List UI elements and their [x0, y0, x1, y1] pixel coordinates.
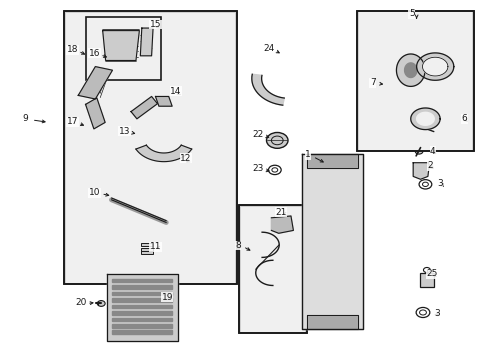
Text: 12: 12: [180, 154, 191, 163]
Text: 22: 22: [252, 130, 264, 139]
Bar: [141, 251, 152, 254]
Text: 11: 11: [149, 242, 161, 251]
Text: 17: 17: [66, 117, 78, 126]
Polygon shape: [412, 163, 428, 179]
Text: 10: 10: [88, 188, 100, 197]
Text: 9: 9: [22, 114, 28, 123]
Text: 24: 24: [263, 44, 274, 53]
Polygon shape: [306, 315, 358, 329]
Text: 6: 6: [461, 114, 467, 123]
Bar: [356, 11, 473, 151]
Text: 4: 4: [429, 147, 435, 156]
Bar: [238, 205, 306, 333]
Text: 20: 20: [75, 298, 86, 307]
Polygon shape: [271, 216, 293, 233]
Text: 19: 19: [161, 292, 173, 302]
Text: 21: 21: [275, 208, 286, 217]
Polygon shape: [306, 154, 358, 168]
Text: 2: 2: [427, 161, 432, 170]
Text: 15: 15: [149, 20, 161, 29]
Polygon shape: [85, 98, 105, 129]
Circle shape: [97, 301, 105, 306]
Bar: [66, 13, 234, 283]
Polygon shape: [112, 285, 171, 289]
Polygon shape: [112, 318, 171, 321]
Polygon shape: [410, 108, 439, 130]
Polygon shape: [251, 74, 284, 105]
Polygon shape: [396, 54, 424, 86]
Text: 7: 7: [369, 78, 375, 87]
Polygon shape: [131, 96, 157, 119]
Bar: [85, 17, 161, 80]
Bar: [63, 11, 237, 284]
Bar: [240, 207, 305, 332]
Polygon shape: [112, 298, 171, 302]
Circle shape: [414, 148, 422, 154]
Polygon shape: [112, 311, 171, 315]
Text: 18: 18: [66, 45, 78, 54]
Text: 23: 23: [251, 164, 263, 173]
Polygon shape: [112, 330, 171, 334]
Bar: [141, 248, 152, 251]
Polygon shape: [106, 274, 177, 341]
Text: 3: 3: [436, 179, 442, 188]
Polygon shape: [112, 324, 171, 328]
Polygon shape: [78, 67, 112, 99]
Polygon shape: [112, 279, 171, 282]
Polygon shape: [136, 145, 191, 162]
Polygon shape: [102, 31, 139, 60]
Polygon shape: [416, 53, 453, 80]
Bar: [358, 12, 471, 150]
Bar: [63, 11, 237, 284]
Polygon shape: [112, 292, 171, 295]
Text: 14: 14: [170, 86, 182, 95]
Bar: [238, 205, 306, 333]
Polygon shape: [155, 96, 172, 106]
Polygon shape: [140, 28, 153, 56]
Polygon shape: [112, 305, 171, 308]
Text: 8: 8: [235, 241, 241, 250]
Polygon shape: [416, 112, 433, 125]
Text: 1: 1: [305, 150, 310, 159]
Bar: [87, 19, 159, 79]
Bar: [356, 11, 473, 151]
Text: 16: 16: [88, 49, 100, 58]
Text: 25: 25: [426, 269, 437, 278]
Polygon shape: [422, 57, 447, 76]
Text: 13: 13: [119, 127, 130, 136]
Bar: [419, 273, 433, 287]
Circle shape: [266, 132, 287, 148]
Text: 5: 5: [408, 9, 414, 18]
Text: 3: 3: [433, 309, 439, 318]
Polygon shape: [404, 63, 416, 77]
Polygon shape: [302, 154, 363, 329]
Bar: [85, 17, 161, 80]
Circle shape: [142, 237, 150, 242]
Bar: [141, 243, 152, 246]
